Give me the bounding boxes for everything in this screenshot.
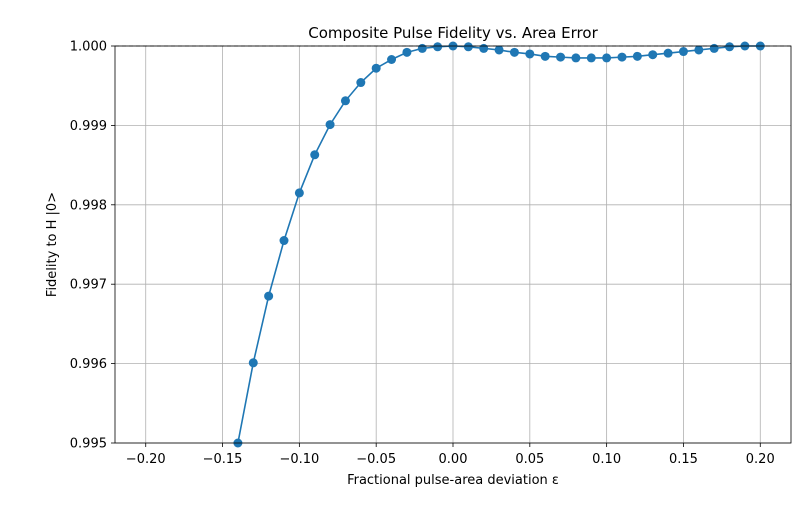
x-tick-label: 0.15 bbox=[669, 452, 698, 467]
y-tick-label: 1.000 bbox=[70, 40, 107, 55]
y-tick-label: 0.997 bbox=[70, 278, 107, 293]
data-point bbox=[402, 47, 412, 57]
data-point bbox=[371, 63, 381, 73]
x-tick-label: 0.10 bbox=[592, 452, 621, 467]
y-tick-label: 0.999 bbox=[70, 119, 107, 134]
data-point bbox=[540, 51, 550, 61]
data-point bbox=[678, 47, 688, 57]
data-point bbox=[294, 188, 304, 198]
data-point bbox=[356, 78, 366, 88]
data-point bbox=[325, 120, 335, 130]
x-tick-label: −0.15 bbox=[203, 452, 243, 467]
data-point bbox=[417, 43, 427, 53]
data-point bbox=[340, 96, 350, 106]
data-point bbox=[632, 51, 642, 61]
data-point bbox=[264, 291, 274, 301]
grid-layer bbox=[115, 45, 791, 444]
data-point bbox=[725, 42, 735, 52]
data-point bbox=[556, 52, 566, 62]
data-point bbox=[494, 45, 504, 55]
x-tick-label: 0.05 bbox=[515, 452, 544, 467]
data-point bbox=[433, 42, 443, 52]
y-tick-label: 0.998 bbox=[70, 198, 107, 213]
data-point bbox=[617, 52, 627, 62]
data-point bbox=[509, 47, 519, 57]
data-point bbox=[525, 49, 535, 59]
data-point bbox=[387, 54, 397, 64]
data-point bbox=[663, 48, 673, 58]
chart-title: Composite Pulse Fidelity vs. Area Error bbox=[308, 24, 598, 42]
tick-layer: −0.20 −0.15 −0.10 −0.05 0.00 0.05 0.10 0.15 0.20… bbox=[70, 40, 775, 468]
y-tick-label: 0.996 bbox=[70, 357, 107, 372]
data-point bbox=[463, 42, 473, 52]
y-tick-label: 0.995 bbox=[70, 437, 107, 452]
data-point bbox=[310, 150, 320, 160]
data-point bbox=[586, 53, 596, 63]
data-point bbox=[248, 358, 258, 368]
series-line bbox=[237, 45, 761, 444]
data-point bbox=[694, 45, 704, 55]
x-axis-label: Fractional pulse-area deviation ε bbox=[347, 473, 559, 488]
data-point bbox=[479, 43, 489, 53]
x-tick-label: −0.10 bbox=[279, 452, 319, 467]
x-tick-label: −0.05 bbox=[356, 452, 396, 467]
x-tick-label: −0.20 bbox=[126, 452, 166, 467]
data-point bbox=[648, 50, 658, 60]
data-point bbox=[279, 236, 289, 246]
data-point bbox=[571, 53, 581, 63]
x-tick-label: 0.20 bbox=[746, 452, 775, 467]
series-layer bbox=[233, 41, 765, 448]
data-point bbox=[602, 53, 612, 63]
y-axis-label: Fidelity to H |0> bbox=[45, 192, 60, 297]
x-tick-label: 0.00 bbox=[439, 452, 468, 467]
data-point bbox=[709, 43, 719, 53]
